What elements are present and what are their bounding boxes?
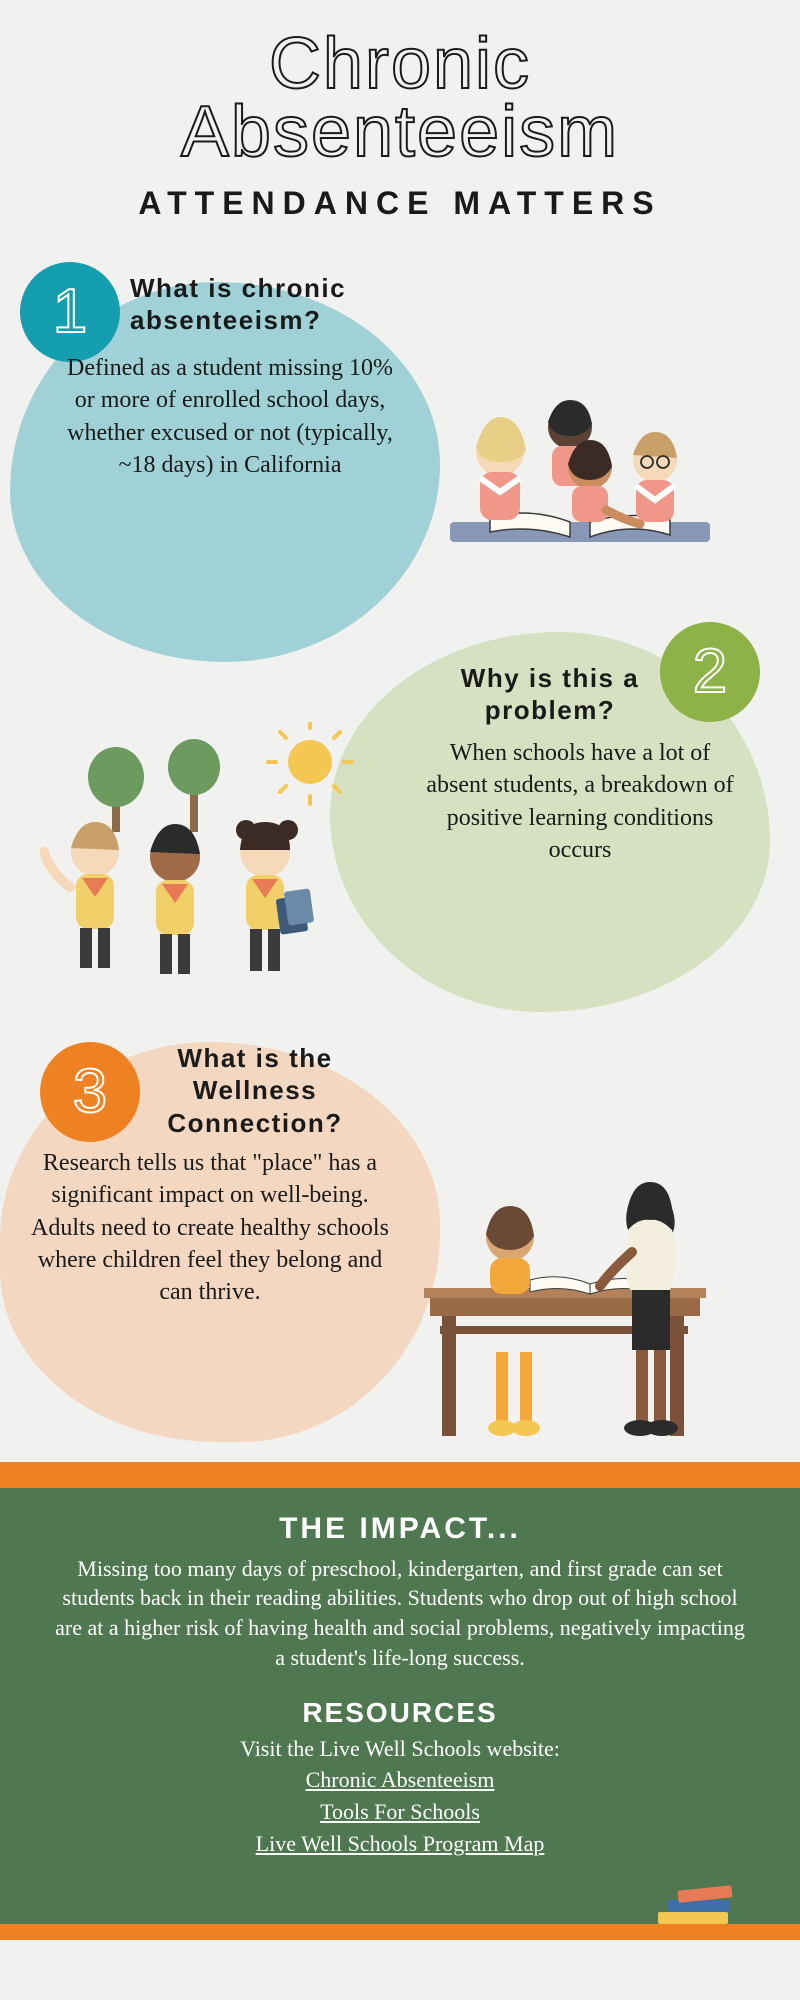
number-3: 3 [73, 1056, 107, 1127]
resource-link[interactable]: Tools For Schools [40, 1796, 760, 1828]
resource-link[interactable]: Chronic Absenteeism [40, 1764, 760, 1796]
impact-title: THE IMPACT... [40, 1512, 760, 1546]
children-walking-illustration [40, 722, 360, 1002]
infographic-page: Chronic Absenteeism ATTENDANCE MATTERS 1… [0, 0, 800, 2000]
section-3-question: What is the Wellness Connection? [145, 1042, 365, 1140]
section-2-badge: 2 [660, 622, 760, 722]
subtitle: ATTENDANCE MATTERS [40, 185, 760, 222]
impact-body: Missing too many days of preschool, kind… [40, 1554, 760, 1673]
main-title: Chronic Absenteeism [40, 30, 760, 167]
section-1-body: Defined as a student missing 10% or more… [60, 352, 400, 482]
number-1: 1 [53, 276, 87, 347]
teacher-student-desk-illustration [400, 1162, 740, 1462]
header: Chronic Absenteeism ATTENDANCE MATTERS [0, 0, 800, 242]
resource-link[interactable]: Live Well Schools Program Map [40, 1828, 760, 1860]
section-1-question: What is chronic absenteeism? [130, 272, 410, 337]
title-line-2: Absenteeism [181, 92, 619, 172]
section-2-question: Why is this a problem? [450, 662, 650, 727]
resources-body: Visit the Live Well Schools website: Chr… [40, 1733, 760, 1861]
section-3-badge: 3 [40, 1042, 140, 1142]
orange-divider [0, 1462, 800, 1488]
number-2: 2 [693, 636, 727, 707]
resources-intro: Visit the Live Well Schools website: [240, 1736, 560, 1761]
footer: THE IMPACT... Missing too many days of p… [0, 1488, 800, 1940]
sections-area: 1 2 3 What is chronic absenteeism? Why i… [0, 242, 800, 1462]
section-2-body: Research tells us that "place" has a sig… [20, 1147, 400, 1309]
books-icon [650, 1880, 750, 1930]
section-1-badge: 1 [20, 262, 120, 362]
students-studying-illustration [430, 372, 730, 582]
section-2-body: When schools have a lot of absent studen… [420, 737, 740, 867]
footer-orange-bar [0, 1924, 800, 1940]
resources-title: RESOURCES [40, 1697, 760, 1729]
